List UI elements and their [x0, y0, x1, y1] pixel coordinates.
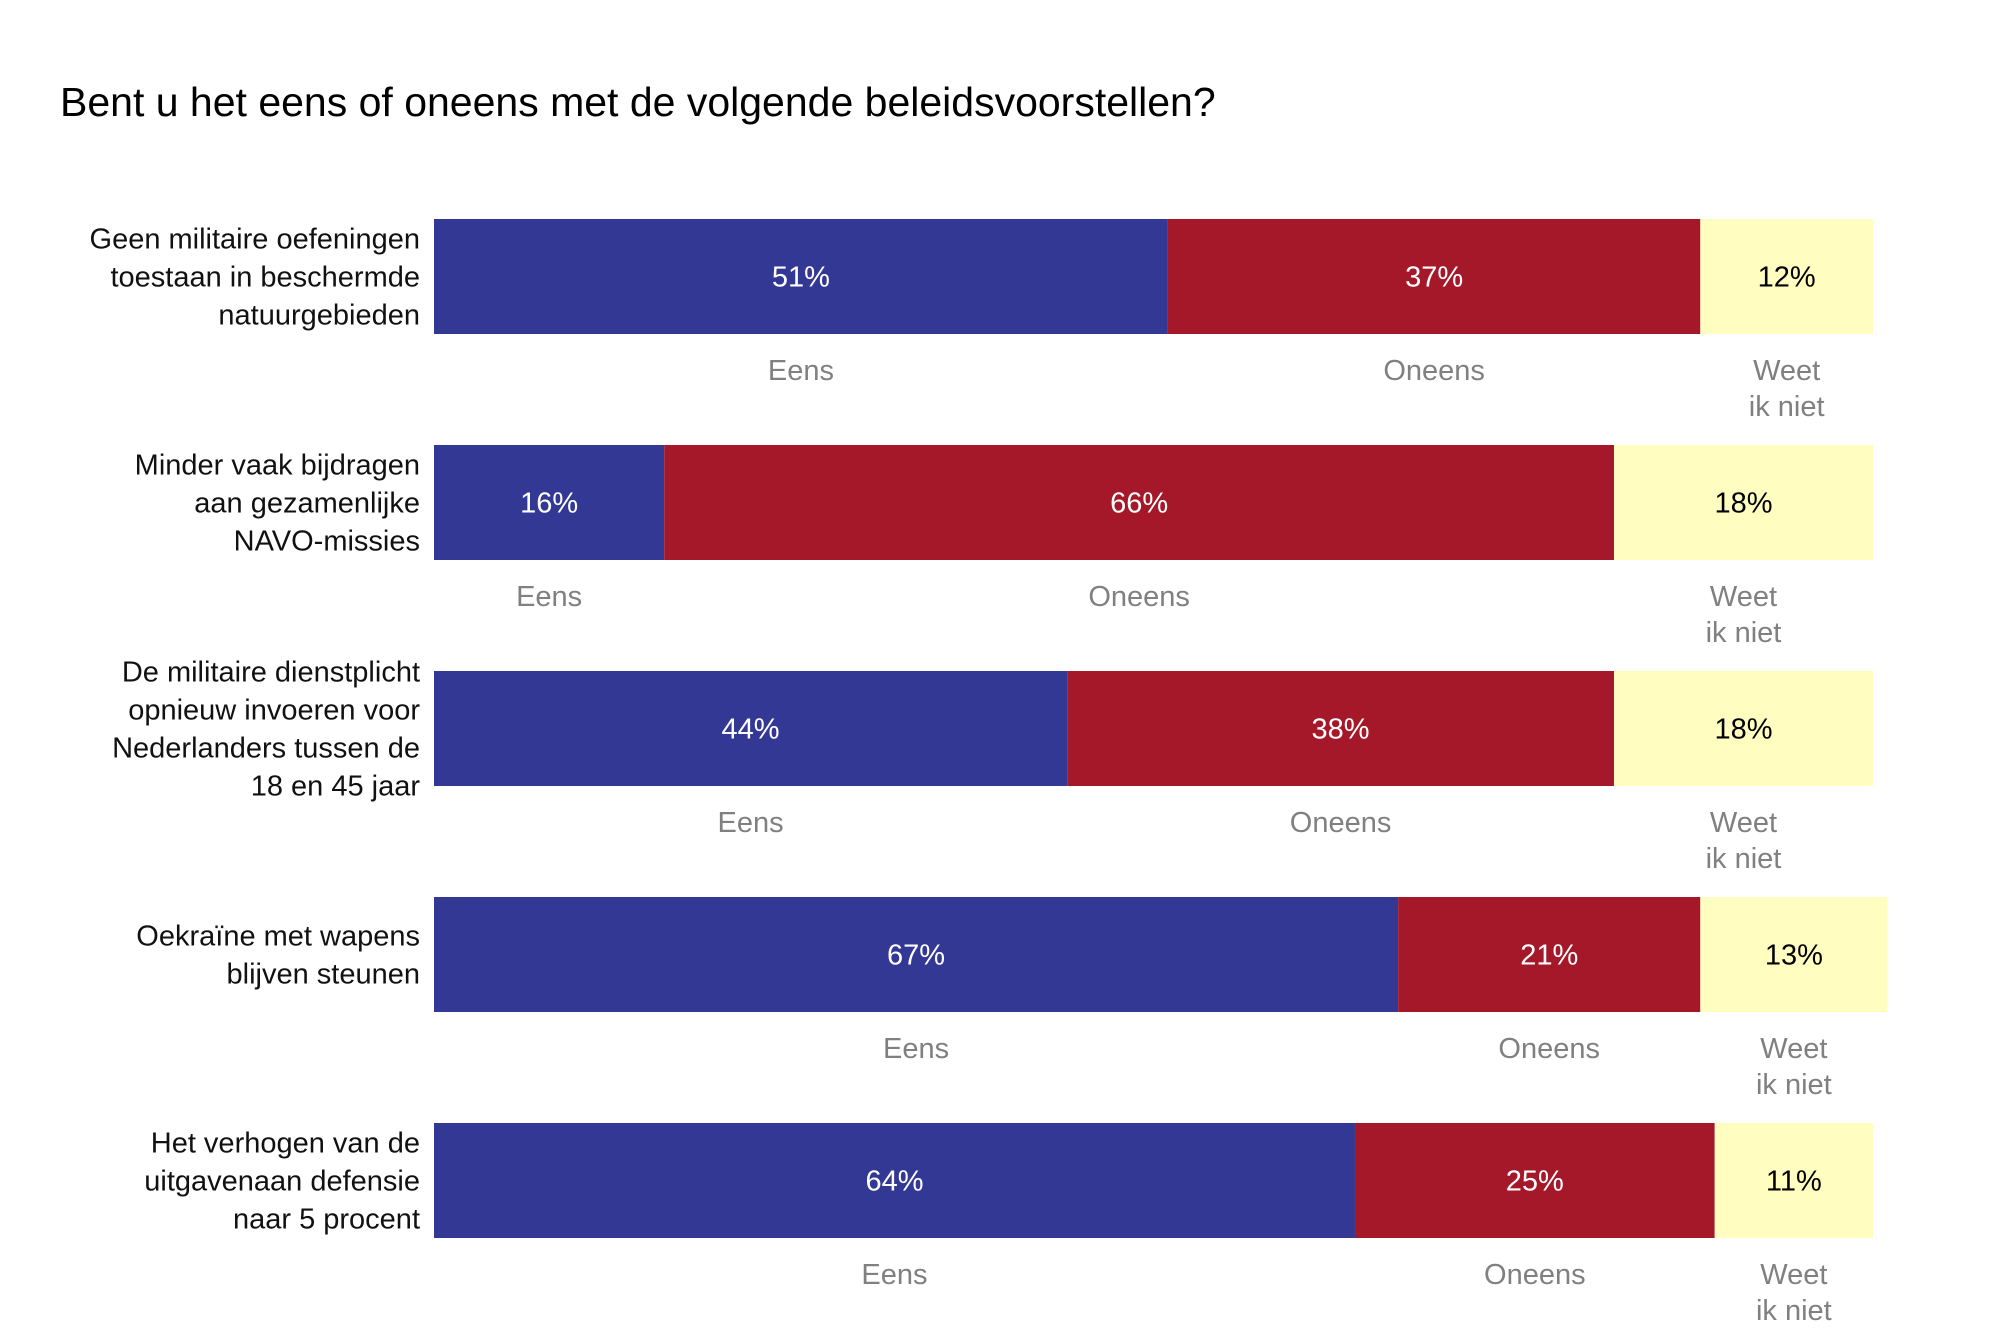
category-label: Oneens	[1290, 807, 1392, 839]
category-label: Eens	[883, 1033, 949, 1065]
category-label: Eens	[861, 1259, 927, 1291]
category-label: Weet ik niet	[1706, 807, 1782, 875]
category-label: Weet ik niet	[1706, 581, 1782, 649]
chart-row: Geen militaire oefeningen toestaan in bes…	[90, 219, 1873, 423]
value-label: 12%	[1758, 262, 1816, 294]
bar-segment	[434, 671, 1068, 786]
category-label-line: ik niet	[1756, 1069, 1832, 1101]
value-label: 44%	[722, 714, 780, 746]
category-label-line: Weet	[1760, 1259, 1827, 1291]
chart-rows: Geen militaire oefeningen toestaan in bes…	[90, 219, 1888, 1327]
value-label: 18%	[1714, 488, 1772, 520]
bar-segment	[1714, 1123, 1873, 1238]
category-label-line: Eens	[861, 1259, 927, 1291]
bar-segment	[1613, 445, 1873, 560]
category-label-line: Weet	[1710, 581, 1777, 613]
question-label: Geen militaire oefeningen toestaan in bes…	[90, 224, 420, 332]
category-label-line: Oneens	[1290, 807, 1392, 839]
question-label-line: aan gezamenlijke	[194, 488, 420, 520]
value-label: 66%	[1110, 488, 1168, 520]
category-label-line: Eens	[883, 1033, 949, 1065]
category-label-line: Eens	[718, 807, 784, 839]
category-label: Oneens	[1498, 1033, 1600, 1065]
question-label-line: Nederlanders tussen de	[112, 733, 420, 765]
question-label-line: toestaan in beschermde	[110, 262, 420, 294]
question-label-line: De militaire dienstplicht	[122, 657, 420, 689]
category-label: Weet ik niet	[1749, 355, 1825, 423]
bar-segment	[434, 445, 665, 560]
question-label-line: opnieuw invoeren voor	[128, 695, 420, 727]
category-label-line: Weet	[1710, 807, 1777, 839]
category-label-line: Weet	[1760, 1033, 1827, 1065]
category-label: Weet ik niet	[1756, 1259, 1832, 1327]
bar-segment	[1167, 219, 1701, 334]
bar-segment	[1398, 897, 1701, 1012]
question-label-line: Oekraïne met wapens	[136, 921, 420, 953]
category-label: Weet ik niet	[1756, 1033, 1832, 1101]
question-label: De militaire dienstplicht opnieuw invoere…	[112, 657, 420, 803]
question-label-line: NAVO-missies	[234, 526, 420, 558]
value-label: 16%	[520, 488, 578, 520]
value-label: 21%	[1520, 940, 1578, 972]
category-label: Eens	[718, 807, 784, 839]
value-label: 25%	[1506, 1166, 1564, 1198]
bar-segment	[1700, 219, 1873, 334]
question-label-line: blijven steunen	[227, 959, 420, 991]
category-label: Eens	[768, 355, 834, 387]
category-label-line: ik niet	[1706, 843, 1782, 875]
question-label-line: natuurgebieden	[218, 300, 420, 332]
value-label: 18%	[1714, 714, 1772, 746]
bar-segment	[434, 897, 1399, 1012]
question-label: Minder vaak bijdragen aan gezamenlijke NAV…	[135, 450, 420, 558]
bar-segment	[1613, 671, 1873, 786]
question-label-line: Het verhogen van de	[151, 1128, 420, 1160]
category-label-line: Eens	[768, 355, 834, 387]
chart-row: Oekraïne met wapens blijven steunen 67% Een…	[136, 897, 1888, 1101]
question-label-line: naar 5 procent	[233, 1204, 420, 1236]
category-label-line: Oneens	[1484, 1259, 1586, 1291]
category-label-line: Oneens	[1498, 1033, 1600, 1065]
bar-segment	[434, 219, 1168, 334]
value-label: 67%	[887, 940, 945, 972]
bar-segment	[1067, 671, 1614, 786]
value-label: 13%	[1765, 940, 1823, 972]
value-label: 51%	[772, 262, 830, 294]
question-label-line: 18 en 45 jaar	[251, 771, 421, 803]
question-label-line: Geen militaire oefeningen	[90, 224, 420, 256]
category-label: Eens	[516, 581, 582, 613]
category-label-line: ik niet	[1756, 1295, 1832, 1327]
question-label: Oekraïne met wapens blijven steunen	[136, 921, 420, 991]
question-label: Het verhogen van de uitgavenaan defensie n…	[144, 1128, 420, 1236]
question-label-line: uitgavenaan defensie	[144, 1166, 420, 1198]
question-label-line: Minder vaak bijdragen	[135, 450, 420, 482]
bar-segment	[1700, 897, 1888, 1012]
category-label-line: Eens	[516, 581, 582, 613]
bar-segment	[434, 1123, 1355, 1238]
value-label: 38%	[1312, 714, 1370, 746]
category-label: Oneens	[1088, 581, 1190, 613]
value-label: 37%	[1405, 262, 1463, 294]
category-label: Oneens	[1484, 1259, 1586, 1291]
chart-row: Het verhogen van de uitgavenaan defensie n…	[144, 1123, 1873, 1327]
category-label-line: Oneens	[1383, 355, 1485, 387]
category-label-line: Weet	[1753, 355, 1820, 387]
category-label: Oneens	[1383, 355, 1485, 387]
chart-title: Bent u het eens of oneens met de volgend…	[60, 79, 1216, 125]
value-label: 64%	[865, 1166, 923, 1198]
bar-segment	[664, 445, 1614, 560]
bar-segment	[1354, 1123, 1715, 1238]
category-label-line: Oneens	[1088, 581, 1190, 613]
category-label-line: ik niet	[1706, 617, 1782, 649]
chart-row: De militaire dienstplicht opnieuw invoere…	[112, 657, 1873, 875]
chart-row: Minder vaak bijdragen aan gezamenlijke NAV…	[135, 445, 1873, 649]
category-label-line: ik niet	[1749, 391, 1825, 423]
value-label: 11%	[1766, 1166, 1822, 1198]
